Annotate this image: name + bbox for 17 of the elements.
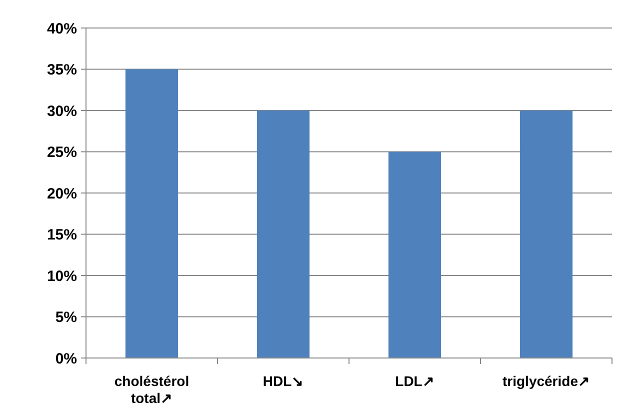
bar <box>520 110 573 358</box>
y-tick-label: 15% <box>46 226 77 244</box>
y-tick-label: 0% <box>55 350 77 368</box>
y-tick-label: 35% <box>46 62 77 78</box>
x-tick-label: HDL↘ <box>262 373 304 389</box>
y-tick-label: 25% <box>46 144 77 161</box>
y-tick-label: 40% <box>46 20 77 38</box>
y-tick-label: 20% <box>46 185 77 202</box>
bar <box>125 69 178 358</box>
bar <box>256 110 310 358</box>
y-tick-label: 30% <box>46 102 77 120</box>
y-tick-label: 10% <box>46 268 77 285</box>
bar <box>388 152 442 358</box>
y-tick-label: 5% <box>55 309 77 326</box>
x-tick-label: LDL↗ <box>395 373 434 389</box>
x-tick-label: triglycéride↗ <box>502 373 590 389</box>
x-tick-label: choléstérol total↗ <box>114 373 190 406</box>
